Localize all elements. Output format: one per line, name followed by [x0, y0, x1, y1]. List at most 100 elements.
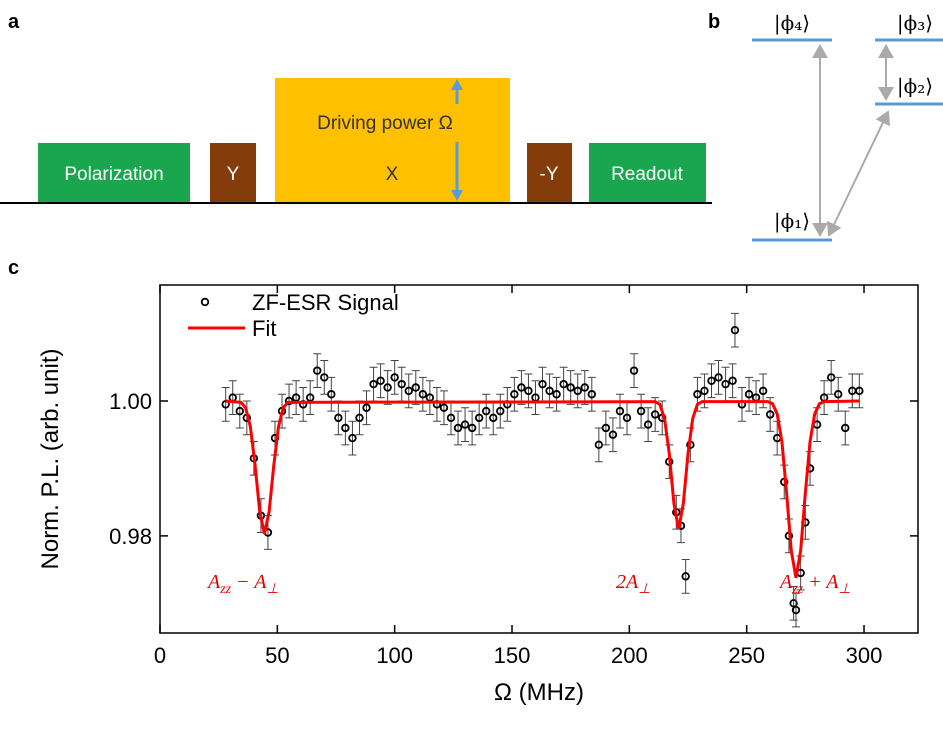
level-label: |ϕ₁⟩	[774, 209, 810, 234]
data-point	[580, 383, 589, 392]
data-point	[404, 386, 413, 396]
legend-label: ZF-ESR Signal	[252, 290, 399, 315]
data-point	[453, 423, 463, 433]
data-point	[489, 413, 498, 423]
error-bar	[383, 370, 392, 405]
data-point	[728, 376, 737, 385]
block-label: -Y	[540, 164, 559, 185]
data-point	[841, 423, 850, 433]
data-point	[643, 420, 653, 429]
x-axis-label: Ω (MHz)	[494, 679, 584, 706]
legend-label: Fit	[252, 316, 276, 341]
data-point	[334, 413, 343, 423]
data-point	[383, 383, 392, 392]
data-point	[439, 403, 449, 412]
error-bar	[362, 390, 371, 426]
error-bar	[517, 370, 526, 405]
panel-label: c	[8, 257, 19, 279]
error-bar	[454, 410, 463, 446]
block-label: X	[386, 164, 399, 185]
error-bar	[531, 380, 540, 415]
x-tick-label: 250	[728, 643, 765, 668]
error-bar	[425, 380, 434, 415]
data-point	[397, 379, 406, 389]
data-point	[517, 383, 526, 392]
error-bar	[834, 376, 843, 412]
error-bar	[745, 376, 754, 412]
error-bar	[482, 393, 491, 429]
error-bar	[461, 407, 470, 442]
error-bar	[752, 380, 761, 415]
error-bar	[221, 387, 230, 422]
data-point	[496, 406, 505, 416]
error-bar	[235, 393, 244, 429]
data-point	[524, 386, 533, 396]
annotation-part: 2A	[616, 571, 639, 593]
data-point	[411, 383, 420, 392]
panel-label: a	[8, 11, 20, 33]
error-bar	[615, 393, 624, 429]
level-label: |ϕ₃⟩	[897, 11, 933, 36]
data-point	[481, 406, 491, 416]
block-label: Y	[227, 164, 240, 185]
data-point	[636, 406, 646, 416]
data-point	[390, 373, 399, 382]
annotation-part: ⊥	[638, 582, 650, 597]
error-bar	[730, 312, 739, 348]
error-bar	[510, 376, 519, 412]
data-point	[700, 386, 709, 396]
data-point	[587, 390, 597, 399]
annotation-part: ⊥	[838, 582, 850, 597]
data-point	[446, 413, 456, 423]
annotation-part: zz	[791, 582, 803, 597]
error-bar	[637, 393, 646, 429]
error-bar	[306, 380, 315, 415]
error-bar	[418, 376, 427, 412]
data-point	[608, 430, 618, 439]
data-point	[622, 413, 632, 423]
x-tick-label: 100	[376, 643, 413, 668]
data-point	[510, 390, 519, 399]
data-point	[601, 423, 611, 433]
data-point	[765, 410, 775, 419]
level-label: |ϕ₄⟩	[774, 11, 810, 36]
data-point	[369, 379, 378, 389]
data-point	[573, 386, 582, 396]
data-point	[552, 390, 561, 399]
annotation-part: A	[778, 571, 793, 593]
error-bar	[728, 363, 737, 399]
data-point	[355, 413, 364, 423]
data-point	[559, 379, 568, 389]
annotation-part: ⊥	[266, 582, 278, 597]
data-point	[341, 423, 350, 433]
block-label: Readout	[611, 164, 684, 185]
data-point	[545, 386, 554, 396]
error-bar	[630, 353, 639, 389]
error-bar	[313, 353, 322, 389]
error-bar	[601, 410, 610, 446]
error-bar	[390, 360, 399, 395]
data-point	[714, 373, 723, 382]
y-tick-label: 0.98	[109, 524, 152, 549]
error-bar	[644, 407, 653, 442]
data-point	[791, 605, 801, 615]
error-bar	[432, 387, 441, 422]
x-tick-label: 300	[846, 643, 883, 668]
data-point	[235, 406, 244, 416]
levels	[752, 38, 943, 242]
power-arrow	[451, 79, 463, 201]
transitions	[812, 44, 894, 237]
error-bar	[411, 370, 420, 405]
plot: 0 50 100 150 200 250 300 0.98 1.00 Ω (MHz) Norm. P…	[37, 284, 919, 706]
block	[589, 143, 706, 203]
data-point	[418, 390, 428, 399]
data-point	[460, 420, 470, 429]
block-label: Polarization	[64, 164, 163, 185]
error-bar	[707, 363, 716, 399]
error-bar	[827, 360, 836, 395]
error-bar	[566, 370, 575, 405]
error-bar	[292, 380, 301, 415]
y-tick-label: 1.00	[109, 389, 152, 414]
block	[527, 143, 572, 203]
